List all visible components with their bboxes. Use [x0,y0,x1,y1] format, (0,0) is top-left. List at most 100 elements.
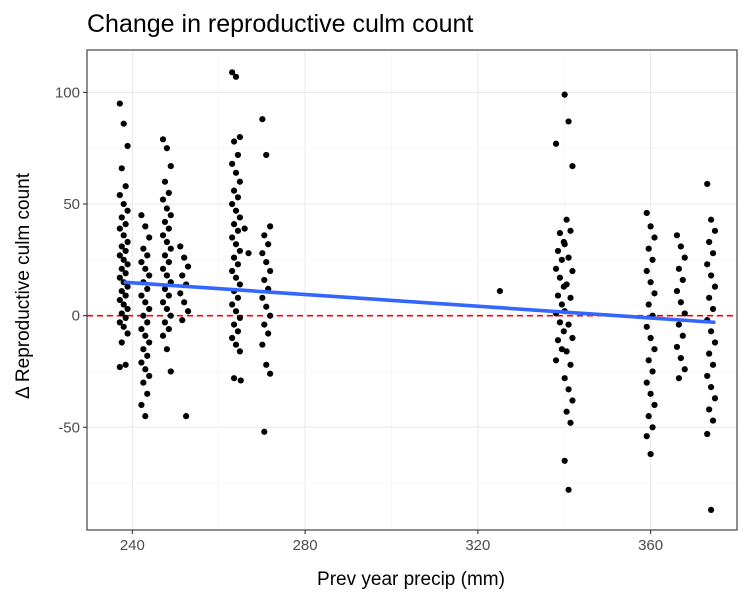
data-point [558,301,565,308]
data-point [645,245,652,252]
data-point [140,346,147,353]
data-point [711,283,719,290]
data-point [267,223,274,230]
data-point [138,325,145,333]
data-point [651,290,658,297]
data-point [116,296,123,304]
data-point [560,328,567,335]
data-point [165,189,172,196]
data-point [161,178,169,185]
data-point [677,354,684,362]
data-point [563,216,570,223]
data-point [122,270,129,277]
data-point [144,285,151,292]
data-point [261,321,268,328]
data-point [561,241,568,248]
data-point [234,151,242,159]
data-point [124,305,131,313]
y-tick-label: 100 [55,84,80,101]
data-point [673,343,681,351]
data-point [122,183,129,190]
data-point [565,118,572,125]
data-point [165,258,172,266]
data-point [237,377,244,384]
data-point [124,238,131,246]
data-point [232,308,240,315]
data-point [177,290,184,297]
data-point [124,261,131,268]
data-point [140,379,147,386]
data-point [565,254,572,261]
data-point [645,357,652,364]
data-point [118,214,125,221]
data-point [118,243,125,250]
data-point [179,272,186,279]
data-point [679,332,686,339]
data-point [165,325,172,333]
data-point [167,368,174,375]
data-point [230,375,238,382]
data-point [569,334,576,342]
data-point [673,288,681,295]
data-point [118,339,125,346]
data-point [116,100,123,107]
data-point [567,227,574,234]
plot-panel-border [86,49,738,531]
data-point [236,133,243,141]
data-point [146,339,153,346]
data-point [184,263,192,270]
data-point [236,348,243,355]
data-point [116,192,123,199]
data-point [259,250,266,257]
x-axis-title: Prev year precip (mm) [317,569,505,590]
data-point [234,227,242,234]
data-point [229,267,236,275]
y-axis-title: Δ Reproductive culm count [13,172,34,399]
data-point [177,243,184,250]
data-point [122,314,129,322]
data-point [234,194,242,201]
data-point [554,292,562,299]
data-point [554,337,562,344]
data-point [144,390,151,397]
data-point [706,238,713,246]
data-point [142,413,149,420]
x-tick-label: 360 [638,537,663,554]
data-point [645,413,652,420]
data-point [565,321,572,328]
data-point [245,250,252,257]
data-point [124,142,131,150]
data-point [120,200,127,208]
data-point [569,267,576,275]
data-point [179,317,186,324]
data-point [138,401,145,409]
data-point [159,232,167,239]
data-point [707,216,715,223]
data-point [142,366,149,373]
data-point [711,395,719,402]
data-point [163,346,171,353]
data-point [167,312,174,319]
data-point [165,225,172,232]
data-point [232,241,240,248]
grid [87,50,737,530]
data-point [675,265,683,272]
data-point [138,212,145,219]
data-point [709,361,717,368]
data-point [230,254,238,261]
data-point [230,221,238,228]
data-point [116,319,123,326]
data-point [144,319,151,326]
data-point [649,424,656,431]
data-point [229,69,236,76]
data-point [647,223,654,230]
data-point [120,323,127,330]
data-point [236,314,243,322]
data-point [232,169,240,176]
data-point [704,430,711,438]
chart-title: Change in reproductive culm count [87,10,473,38]
data-point [167,162,174,170]
data-point [556,319,564,326]
data-point [267,370,274,377]
data-point [142,332,149,339]
